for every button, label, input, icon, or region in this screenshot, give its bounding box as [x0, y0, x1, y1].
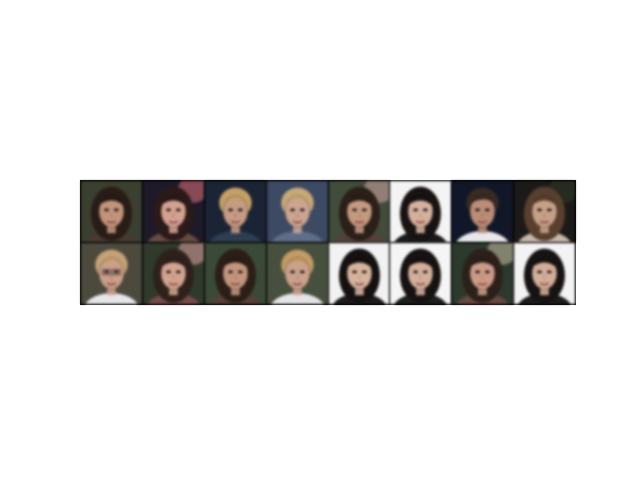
- generated-faces-grid: [80, 180, 576, 305]
- face-image-tile: [204, 181, 266, 242]
- face-image-tile: [328, 181, 390, 242]
- face-image-tile: [266, 243, 328, 304]
- face-image-tile: [452, 243, 514, 304]
- face-image-tile: [390, 181, 452, 242]
- face-image-tile: [328, 243, 390, 304]
- face-image-tile: [452, 181, 514, 242]
- face-image-tile: [390, 243, 452, 304]
- face-image-tile: [142, 181, 204, 242]
- face-image-tile: [266, 181, 328, 242]
- face-image-tile: [514, 181, 575, 242]
- face-image-tile: [514, 243, 575, 304]
- face-image-tile: [81, 181, 142, 242]
- face-image-tile: [81, 243, 142, 304]
- face-image-tile: [142, 243, 204, 304]
- face-image-tile: [204, 243, 266, 304]
